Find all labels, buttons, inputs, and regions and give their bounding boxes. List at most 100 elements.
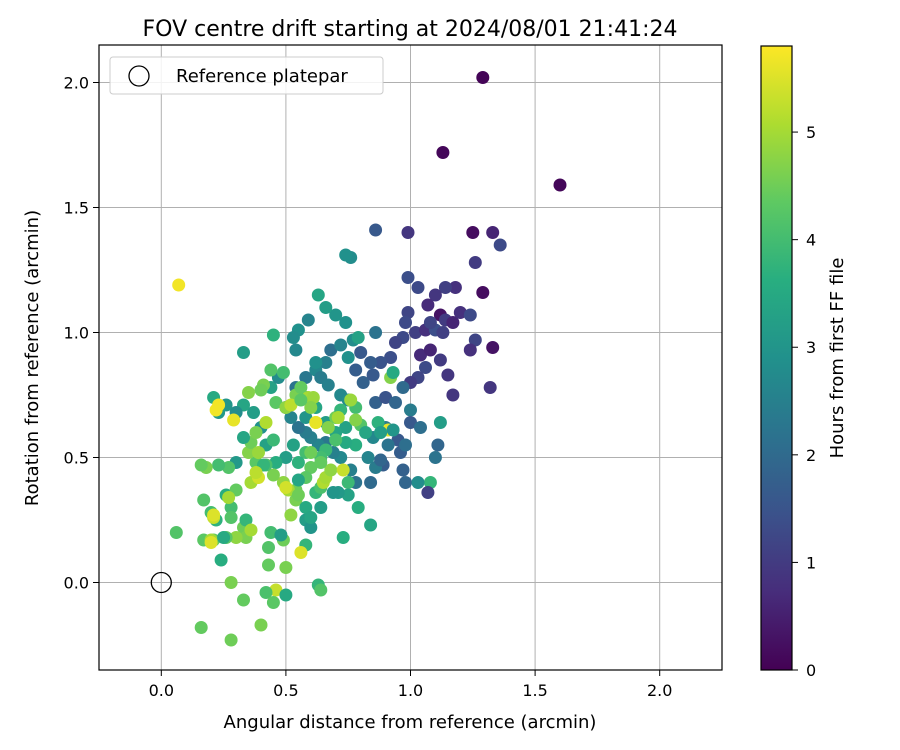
data-point <box>269 583 283 597</box>
data-point <box>409 326 422 339</box>
data-point <box>463 343 477 357</box>
data-point <box>289 343 303 357</box>
x-ticks: 0.0 0.5 1.0 1.5 2.0 <box>149 670 672 700</box>
data-point <box>314 583 328 597</box>
data-point <box>364 518 378 532</box>
data-point <box>354 346 368 359</box>
data-point <box>237 346 250 359</box>
data-point <box>401 226 415 239</box>
colorbar-label: Hours from first FF file <box>827 258 848 459</box>
data-point <box>309 356 323 369</box>
data-point <box>339 248 353 262</box>
data-point <box>314 456 328 469</box>
data-point <box>369 326 383 339</box>
data-point <box>279 481 293 494</box>
data-point <box>438 281 452 294</box>
data-point <box>364 356 378 369</box>
data-point <box>371 416 385 429</box>
x-tick-label: 1.5 <box>522 681 547 700</box>
data-point <box>336 531 350 544</box>
data-point <box>446 316 460 329</box>
colorbar: 0 1 2 3 4 5 Hours from first FF file <box>760 45 848 680</box>
data-point <box>324 343 338 357</box>
y-tick-label: 1.5 <box>64 199 89 218</box>
data-point <box>476 71 490 84</box>
data-point <box>291 473 305 487</box>
data-point <box>264 363 278 377</box>
data-point <box>319 301 333 314</box>
data-point <box>436 146 450 159</box>
data-point <box>294 393 308 407</box>
data-point <box>389 396 402 409</box>
data-point <box>341 351 355 364</box>
data-point <box>286 438 300 452</box>
legend: Reference platepar <box>109 56 384 95</box>
colorbar-ticks: 0 1 2 3 4 5 <box>792 123 816 680</box>
data-point <box>374 426 388 439</box>
x-tick-label: 2.0 <box>647 681 672 700</box>
data-point <box>242 386 255 399</box>
data-point <box>252 446 265 459</box>
data-point <box>259 416 273 429</box>
data-point <box>254 383 268 397</box>
data-point <box>314 501 328 514</box>
data-point <box>311 288 325 302</box>
data-point <box>433 353 447 367</box>
data-point <box>227 413 241 427</box>
data-point <box>224 576 238 589</box>
data-point <box>224 511 238 524</box>
data-point <box>304 511 318 524</box>
data-point <box>237 431 250 444</box>
data-point <box>356 376 370 389</box>
data-point <box>468 333 482 347</box>
chart-title: FOV centre drift starting at 2024/08/01 … <box>143 17 678 42</box>
data-point <box>264 526 278 539</box>
data-point <box>339 436 353 449</box>
data-point <box>414 421 427 434</box>
y-tick-label: 0.5 <box>64 449 89 468</box>
data-point <box>351 501 365 514</box>
data-point <box>396 463 410 477</box>
data-point <box>334 338 348 352</box>
data-point <box>468 256 482 269</box>
data-point <box>414 348 427 362</box>
data-point <box>421 298 435 312</box>
data-point <box>304 401 318 414</box>
grid <box>99 45 722 670</box>
data-point <box>212 458 226 472</box>
colorbar-tick-label: 1 <box>806 553 816 572</box>
data-point <box>266 596 280 609</box>
data-point <box>279 451 293 464</box>
data-points <box>169 71 567 647</box>
data-point <box>364 476 378 489</box>
data-point <box>266 328 280 342</box>
colorbar-tick-label: 3 <box>806 338 816 357</box>
data-point <box>249 426 263 439</box>
data-point <box>428 288 442 302</box>
y-ticks: 0.0 0.5 1.0 1.5 2.0 <box>64 74 99 593</box>
data-point <box>286 331 300 344</box>
y-tick-label: 2.0 <box>64 74 89 93</box>
data-point <box>319 356 333 369</box>
data-point <box>401 271 415 284</box>
legend-label: Reference platepar <box>176 66 348 87</box>
data-point <box>399 476 412 489</box>
data-point <box>463 308 477 322</box>
data-point <box>269 456 283 469</box>
data-point <box>483 381 497 394</box>
data-point <box>466 226 480 239</box>
data-point <box>423 343 437 357</box>
data-point <box>321 421 335 434</box>
data-point <box>389 336 402 349</box>
legend-marker-open-circle <box>128 65 150 87</box>
colorbar-tick-label: 5 <box>806 123 816 142</box>
data-point <box>259 586 273 599</box>
data-point <box>351 331 365 344</box>
data-point <box>339 316 353 329</box>
data-point <box>399 316 412 329</box>
data-point <box>304 446 318 459</box>
data-point <box>274 528 288 542</box>
data-point <box>419 361 432 374</box>
data-point <box>217 531 231 544</box>
